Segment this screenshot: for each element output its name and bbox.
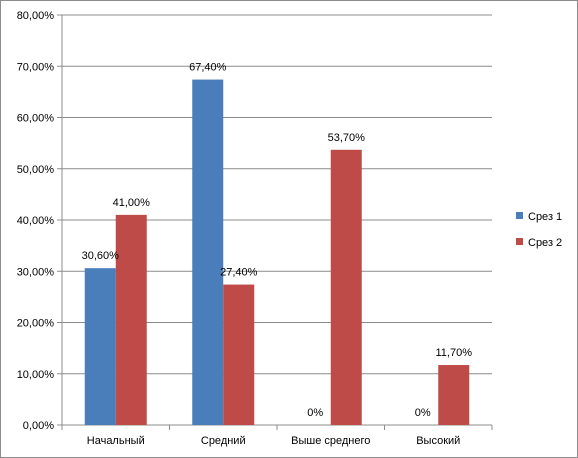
data-label: 0% (307, 407, 323, 419)
bar (115, 214, 147, 425)
data-label: 0% (415, 407, 431, 419)
data-label: 41,00% (113, 197, 151, 209)
data-label: 67,40% (189, 62, 227, 74)
legend-label: Срез 1 (528, 211, 562, 223)
bar (223, 284, 255, 425)
y-tick-label: 70,00% (17, 61, 55, 73)
bar (438, 365, 470, 425)
bar (84, 268, 116, 425)
legend-swatch (516, 238, 523, 245)
axes: 0,00% 10,00% 20,00% 30,00% 40,00% 50,00% 60,00… (17, 10, 493, 447)
x-category-label: Высокий (416, 435, 460, 447)
x-category-label: Средний (201, 435, 246, 447)
data-labels: 30,60% 41,00% 67,40% 27,40% 0% 53,70% 0% 11,70% (82, 62, 473, 419)
y-tick-label: 80,00% (17, 10, 55, 22)
y-tick-label: 10,00% (17, 369, 55, 381)
y-tick-label: 20,00% (17, 318, 55, 330)
bar (192, 79, 224, 425)
data-label: 11,70% (436, 347, 473, 359)
data-label: 27,40% (220, 267, 258, 279)
legend-swatch (516, 212, 523, 219)
x-category-label: Выше среднего (291, 435, 370, 447)
x-category-label: Начальный (87, 435, 145, 447)
y-tick-label: 60,00% (17, 113, 55, 125)
y-tick-label: 50,00% (17, 164, 55, 176)
bars (84, 79, 470, 425)
bar (330, 149, 362, 425)
legend-label: Срез 2 (528, 237, 562, 249)
data-label: 30,60% (82, 250, 120, 262)
y-tick-label: 30,00% (17, 266, 55, 278)
y-tick-label: 0,00% (23, 420, 54, 432)
legend: Срез 1 Срез 2 (516, 211, 562, 249)
data-label: 53,70% (328, 132, 366, 144)
y-tick-label: 40,00% (17, 215, 55, 227)
